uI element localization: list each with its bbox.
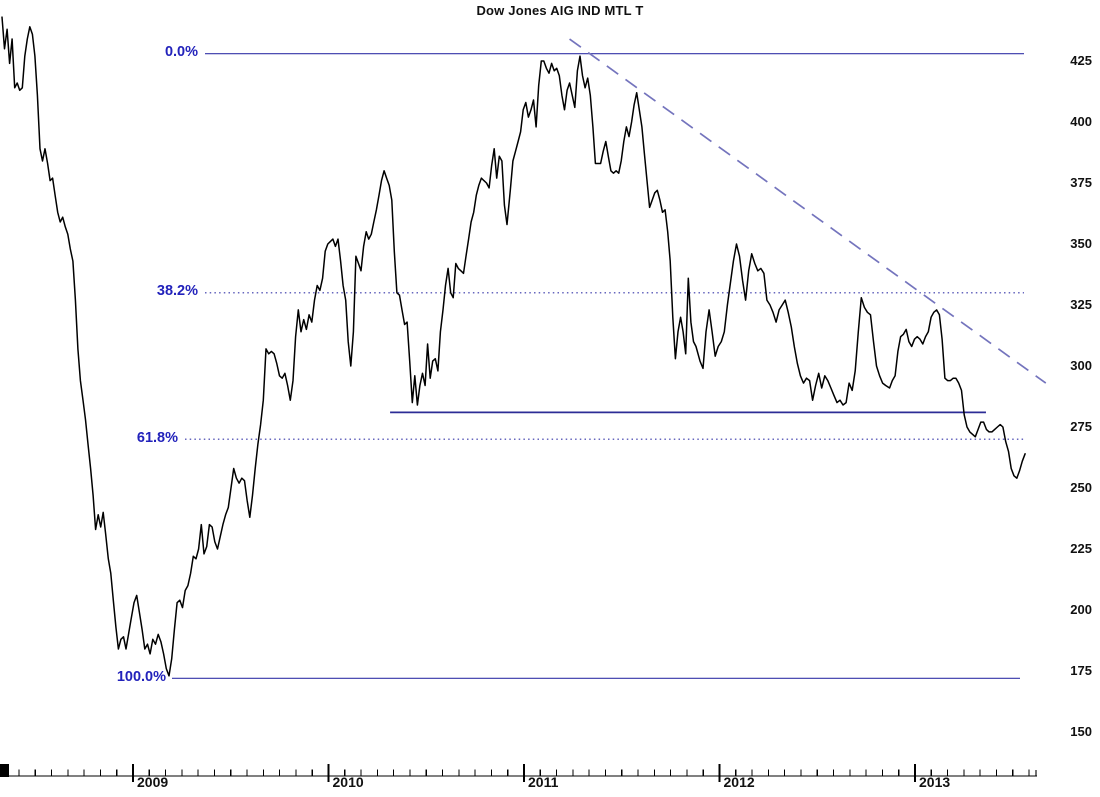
x-axis-year-label-2011: 2011 [528,774,559,790]
trend-line [569,38,1047,384]
x-axis-year-label-2009: 2009 [137,774,169,790]
fib-label-618: 61.8% [136,429,178,446]
x-axis-left-edge-mark [0,764,9,777]
x-axis-year-label-2010: 2010 [332,774,364,790]
y-axis-label-425: 425 [1070,53,1092,68]
fib-label-382: 38.2% [156,283,198,300]
x-axis-year-label-2012: 2012 [723,774,755,790]
y-axis-label-300: 300 [1070,358,1092,373]
y-axis-label-275: 275 [1070,419,1092,434]
y-axis-label-400: 400 [1070,114,1092,129]
y-axis-label-225: 225 [1070,541,1092,556]
y-axis-label-200: 200 [1070,602,1092,617]
y-axis-label-325: 325 [1070,297,1092,312]
y-axis-label-250: 250 [1070,480,1092,495]
y-axis-label-150: 150 [1070,724,1092,739]
y-axis-label-175: 175 [1070,663,1092,678]
x-axis-year-label-2013: 2013 [919,774,951,790]
chart-title: Dow Jones AIG IND MTL T [476,3,644,18]
y-axis-label-350: 350 [1070,236,1092,251]
y-axis-label-375: 375 [1070,175,1092,190]
fib-label-00: 0.0% [164,44,198,61]
fib-label-1000: 100.0% [116,668,166,685]
price-line [1,16,1026,677]
